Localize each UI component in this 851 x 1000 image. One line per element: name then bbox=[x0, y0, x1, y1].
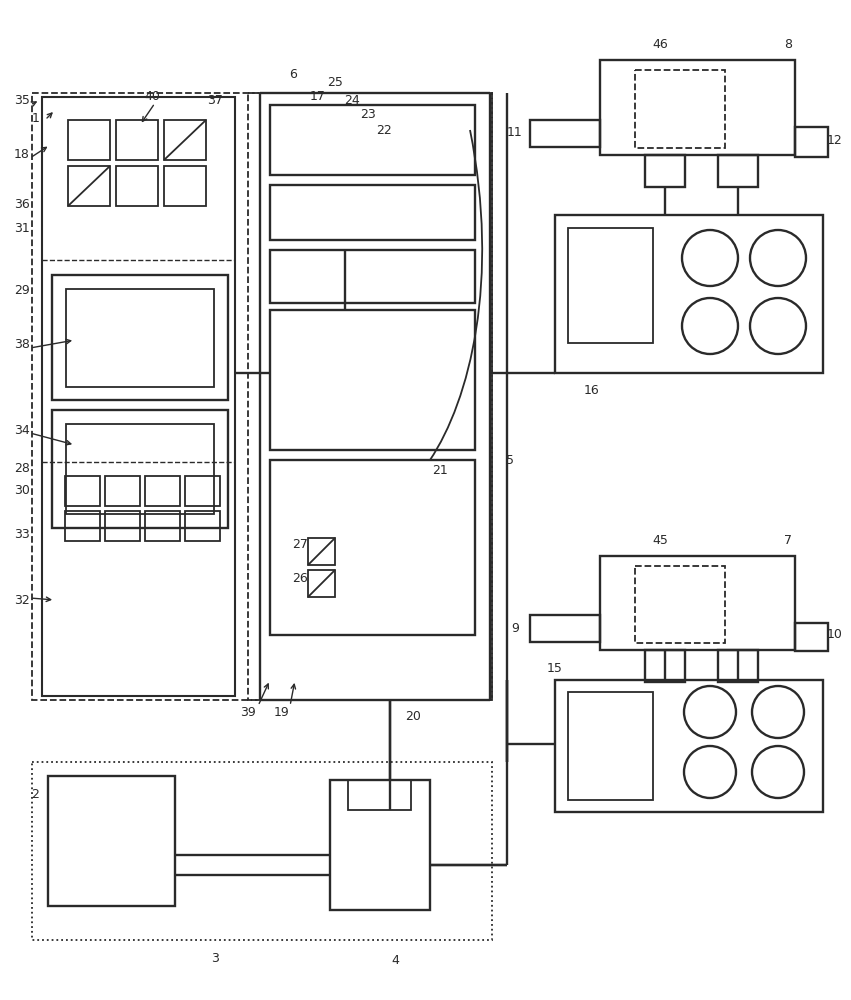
Text: 29: 29 bbox=[14, 284, 30, 296]
Bar bbox=[52, 275, 228, 400]
Text: 5: 5 bbox=[506, 454, 514, 466]
Text: 10: 10 bbox=[827, 629, 843, 642]
Text: 21: 21 bbox=[432, 464, 448, 477]
Text: 37: 37 bbox=[207, 94, 223, 106]
Text: 25: 25 bbox=[327, 77, 343, 90]
Text: 18: 18 bbox=[14, 148, 30, 161]
Bar bbox=[185, 511, 220, 541]
Text: 32: 32 bbox=[14, 593, 30, 606]
Bar bbox=[65, 511, 100, 541]
Bar bbox=[48, 776, 175, 906]
Bar bbox=[68, 120, 110, 160]
Bar bbox=[530, 615, 600, 642]
Text: 9: 9 bbox=[511, 621, 519, 635]
Bar bbox=[718, 155, 758, 187]
Bar bbox=[270, 460, 475, 635]
Bar bbox=[185, 476, 220, 506]
Text: 3: 3 bbox=[211, 952, 219, 964]
Bar bbox=[116, 166, 158, 206]
Bar bbox=[65, 476, 100, 506]
Text: 16: 16 bbox=[584, 383, 600, 396]
Bar bbox=[348, 780, 411, 810]
Bar bbox=[555, 680, 823, 812]
Text: 20: 20 bbox=[405, 710, 421, 724]
Text: 34: 34 bbox=[14, 424, 30, 436]
Text: 17: 17 bbox=[310, 91, 326, 104]
Text: 31: 31 bbox=[14, 222, 30, 234]
Bar bbox=[635, 566, 725, 643]
Bar bbox=[270, 105, 475, 175]
Bar bbox=[568, 228, 653, 343]
Text: 8: 8 bbox=[784, 38, 792, 51]
Text: 4: 4 bbox=[391, 954, 399, 966]
Bar bbox=[795, 623, 828, 651]
Text: 22: 22 bbox=[376, 123, 391, 136]
Bar bbox=[164, 120, 206, 160]
Bar bbox=[164, 166, 206, 206]
Text: 19: 19 bbox=[274, 706, 290, 718]
Bar bbox=[68, 166, 110, 206]
Text: 12: 12 bbox=[827, 133, 842, 146]
Text: 6: 6 bbox=[289, 68, 297, 82]
Bar bbox=[645, 155, 685, 187]
Text: 23: 23 bbox=[360, 108, 376, 121]
Bar bbox=[270, 310, 475, 450]
Bar bbox=[145, 476, 180, 506]
Bar bbox=[52, 410, 228, 528]
Bar bbox=[530, 120, 600, 147]
Bar bbox=[645, 650, 685, 682]
Bar bbox=[635, 70, 725, 148]
Bar bbox=[308, 570, 335, 597]
Bar bbox=[32, 93, 492, 700]
Text: 7: 7 bbox=[784, 534, 792, 546]
Text: 30: 30 bbox=[14, 484, 30, 496]
Bar bbox=[600, 556, 795, 650]
Text: 40: 40 bbox=[144, 91, 160, 104]
Bar bbox=[555, 215, 823, 373]
Bar bbox=[600, 60, 795, 155]
Text: 24: 24 bbox=[344, 94, 360, 106]
Bar bbox=[718, 650, 758, 682]
Bar bbox=[66, 424, 214, 514]
Text: 26: 26 bbox=[292, 572, 308, 584]
Bar bbox=[42, 97, 235, 696]
Text: 38: 38 bbox=[14, 338, 30, 352]
Bar bbox=[145, 511, 180, 541]
Bar bbox=[568, 692, 653, 800]
Bar bbox=[308, 538, 335, 565]
Text: 1: 1 bbox=[32, 111, 40, 124]
Bar bbox=[270, 250, 475, 303]
Bar bbox=[105, 476, 140, 506]
Bar bbox=[330, 780, 430, 910]
Bar bbox=[116, 120, 158, 160]
Text: 11: 11 bbox=[507, 125, 523, 138]
Text: 36: 36 bbox=[14, 198, 30, 212]
Text: 45: 45 bbox=[652, 534, 668, 546]
Text: 35: 35 bbox=[14, 94, 30, 106]
Text: 15: 15 bbox=[547, 662, 563, 674]
Text: 39: 39 bbox=[240, 706, 256, 718]
Text: 33: 33 bbox=[14, 528, 30, 542]
Bar bbox=[32, 762, 492, 940]
Text: 28: 28 bbox=[14, 462, 30, 475]
Bar bbox=[795, 127, 828, 157]
Bar bbox=[105, 511, 140, 541]
Text: 27: 27 bbox=[292, 538, 308, 552]
Text: 2: 2 bbox=[31, 788, 39, 802]
Text: 46: 46 bbox=[652, 38, 668, 51]
Bar bbox=[270, 185, 475, 240]
Bar bbox=[248, 93, 492, 700]
Bar bbox=[66, 289, 214, 387]
